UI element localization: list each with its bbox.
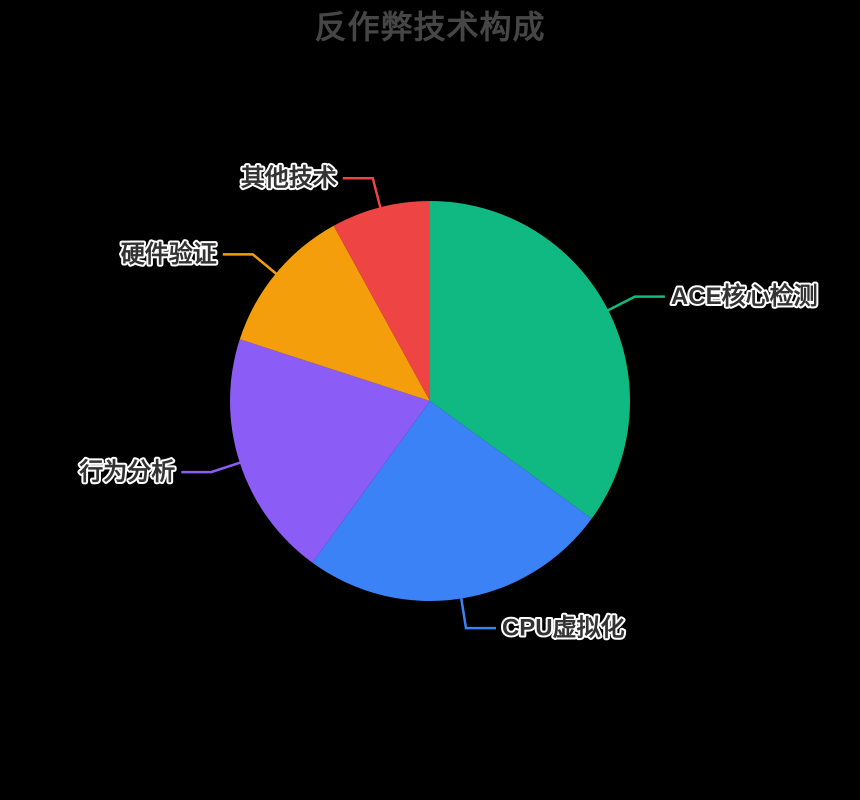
pie-slice-label-3: 硬件验证 xyxy=(121,240,217,268)
pie-label-line-4 xyxy=(342,176,382,209)
pie-slice-label-2: 行为分析 xyxy=(78,458,175,486)
pie-label-line-2 xyxy=(181,461,242,474)
pie-slice-0[interactable] xyxy=(430,201,630,519)
pie-slice-2[interactable] xyxy=(230,339,430,563)
chart-title: 反作弊技术构成 xyxy=(314,9,546,45)
pie-slice-label-1: CPU虚拟化 xyxy=(502,614,625,642)
pie-slice-label-4: 其他技术 xyxy=(241,165,337,192)
pie-slice-1[interactable] xyxy=(312,401,592,601)
pie-slice-3[interactable] xyxy=(239,225,430,401)
pie-label-line-0 xyxy=(606,295,665,312)
pie-slice-4[interactable] xyxy=(333,201,430,401)
pie-label-line-3 xyxy=(222,253,278,276)
pie-slice-label-0: ACE核心检测 xyxy=(671,282,818,310)
pie-label-line-1 xyxy=(459,597,496,630)
